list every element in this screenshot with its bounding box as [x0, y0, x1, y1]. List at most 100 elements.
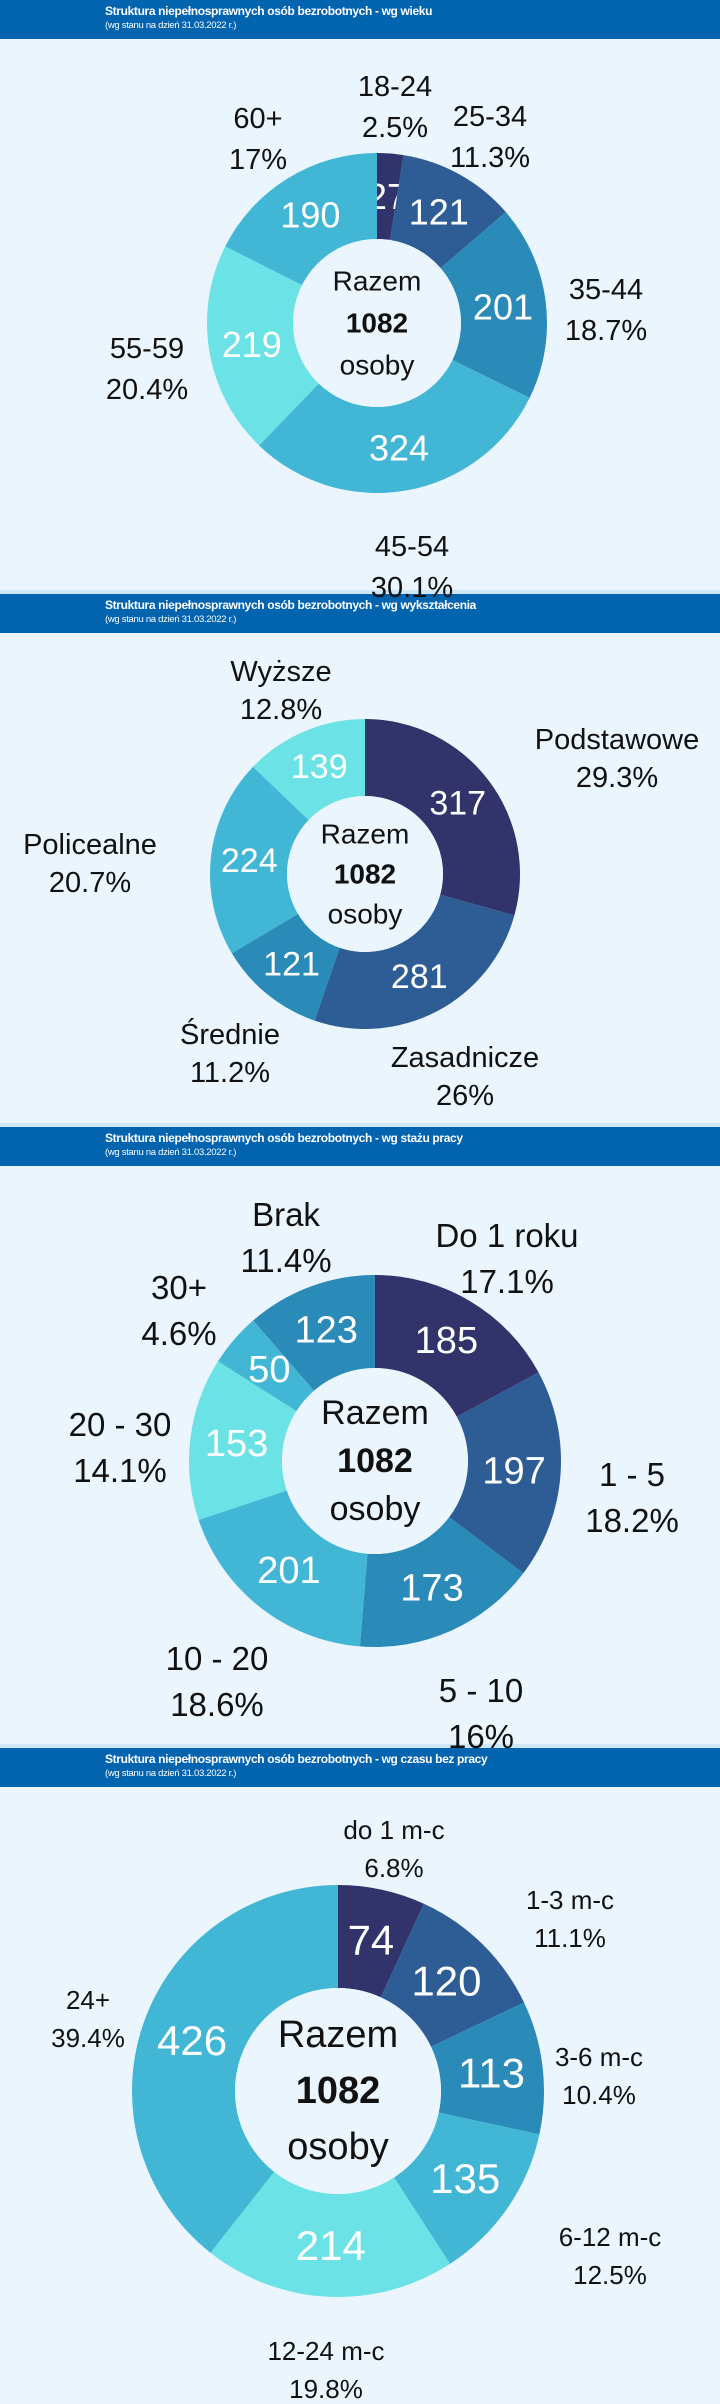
category-percent: 26%: [435, 1080, 495, 1112]
category-label: 1-3 m-c 11.1%: [526, 1887, 614, 1951]
category-name: Policealne: [23, 829, 157, 861]
donut-slice: [380, 1903, 525, 2047]
donut-slice: [210, 766, 309, 954]
category-name: 1 - 5: [598, 1456, 666, 1493]
slice-value-label: 214: [296, 2222, 366, 2269]
category-percent: 11.3%: [449, 142, 531, 174]
category-percent: 10.4%: [562, 2080, 636, 2110]
category-name: do 1 m-c: [343, 1815, 445, 1845]
chart-subtitle: (wg stanu na dzień 31.03.2022 r.): [105, 614, 237, 625]
category-label: 20 - 30 14.1%: [69, 1408, 172, 1487]
slice-value-label: 281: [391, 958, 448, 996]
slice-value-label: 113: [458, 2050, 525, 2097]
category-label: Brak 11.4%: [240, 1198, 331, 1277]
center-label-razem: Razem: [333, 266, 422, 297]
center-label-osoby: osoby: [287, 2126, 388, 2168]
category-label: Zasadnicze 26%: [391, 1044, 539, 1111]
slice-value-label: 219: [222, 324, 282, 365]
slice-value-label: 201: [257, 1550, 320, 1592]
category-name: 5 - 10: [438, 1672, 524, 1709]
slice-value-label: 197: [482, 1451, 545, 1493]
donut-hole: [293, 239, 461, 407]
category-label: Średnie 11.2%: [180, 1021, 280, 1088]
chart-title: Struktura niepełnosprawnych osób bezrobo…: [105, 1131, 463, 1145]
category-label: 10 - 20 18.6%: [166, 1642, 269, 1721]
section-divider: [0, 1123, 720, 1127]
slice-value-label: 121: [263, 945, 320, 983]
category-name: 24+: [65, 1985, 111, 2015]
category-name: 1-3 m-c: [525, 1885, 615, 1915]
center-label-razem: Razem: [321, 819, 410, 850]
center-total: 1082: [296, 2070, 381, 2112]
center-label-razem: Razem: [321, 1394, 429, 1432]
category-percent: 2.5%: [361, 112, 429, 144]
category-label: Policealne 20.7%: [23, 831, 157, 898]
slice-value-label: 190: [280, 194, 340, 235]
category-name: 10 - 20: [165, 1640, 269, 1677]
slice-value-label: 426: [157, 2017, 227, 2064]
category-name: 55-59: [109, 333, 185, 365]
center-label-osoby: osoby: [340, 350, 415, 381]
category-label: 1 - 5 18.2%: [585, 1458, 679, 1537]
donut-slice: [207, 246, 319, 446]
slice-value-label: 324: [369, 428, 429, 469]
category-label: 60+ 17%: [229, 105, 287, 175]
donut-slice: [253, 1275, 375, 1391]
category-label: 24+ 39.4%: [51, 1987, 125, 2051]
category-percent: 16%: [447, 1718, 515, 1755]
chart-header-seniority: Struktura niepełnosprawnych osób bezrobo…: [0, 1127, 720, 1166]
slice-value-label: 224: [221, 842, 278, 880]
category-name: 45-54: [374, 531, 450, 563]
slice-value-label: 201: [473, 286, 533, 327]
category-percent: 17.1%: [460, 1263, 554, 1300]
donut-slice: [431, 2002, 544, 2135]
section-divider: [0, 590, 720, 594]
category-label: 45-54 30.1%: [371, 533, 453, 603]
donut-slice: [132, 1885, 338, 2253]
category-percent: 39.4%: [51, 2023, 125, 2053]
category-label: Podstawowe 29.3%: [535, 726, 699, 793]
slice-value-label: 135: [430, 2155, 500, 2202]
category-name: Podstawowe: [534, 724, 700, 756]
category-percent: 17%: [228, 144, 288, 176]
category-percent: 11.1%: [534, 1923, 606, 1953]
chart-subtitle: (wg stanu na dzień 31.03.2022 r.): [105, 20, 237, 31]
category-percent: 4.6%: [141, 1315, 217, 1352]
chart-title: Struktura niepełnosprawnych osób bezrobo…: [105, 598, 477, 612]
donut-hole: [287, 796, 443, 952]
donut-slice: [198, 1490, 368, 1647]
donut-slice: [218, 1320, 315, 1412]
category-name: 35-44: [568, 274, 644, 306]
category-label: 12-24 m-c 19.8%: [267, 2338, 384, 2402]
center-label-osoby: osoby: [328, 899, 403, 930]
donut-slice: [210, 2171, 451, 2298]
category-label: 30+ 4.6%: [141, 1271, 216, 1350]
slice-value-label: 123: [295, 1309, 358, 1351]
category-label: 55-59 20.4%: [106, 335, 188, 405]
chart-header-age: Struktura niepełnosprawnych osób bezrobo…: [0, 0, 720, 39]
category-percent: 12.5%: [573, 2260, 647, 2290]
slice-value-label: 74: [348, 1917, 395, 1964]
category-name: 25-34: [452, 101, 528, 133]
category-percent: 18.2%: [585, 1502, 679, 1539]
slice-value-label: 173: [400, 1567, 463, 1609]
center-total: 1082: [334, 859, 396, 890]
donut-slice: [259, 359, 530, 494]
slice-value-label: 50: [248, 1349, 290, 1391]
category-name: Do 1 roku: [435, 1217, 579, 1254]
category-name: 18-24: [357, 71, 433, 103]
donut-slice: [440, 212, 548, 398]
category-name: Zasadnicze: [390, 1042, 540, 1074]
slice-value-label: 153: [205, 1423, 268, 1465]
chart-header-unemployment-time: Struktura niepełnosprawnych osób bezrobo…: [0, 1748, 720, 1787]
category-percent: 6.8%: [364, 1853, 424, 1883]
donut-slice: [314, 894, 515, 1029]
category-percent: 18.7%: [564, 315, 648, 347]
donut-hole: [282, 1368, 468, 1554]
section-divider: [0, 1744, 720, 1748]
donut-slice: [365, 719, 520, 916]
donut-slice: [231, 913, 340, 1021]
category-percent: 11.2%: [189, 1057, 271, 1089]
category-label: 5 - 10 16%: [439, 1674, 523, 1753]
